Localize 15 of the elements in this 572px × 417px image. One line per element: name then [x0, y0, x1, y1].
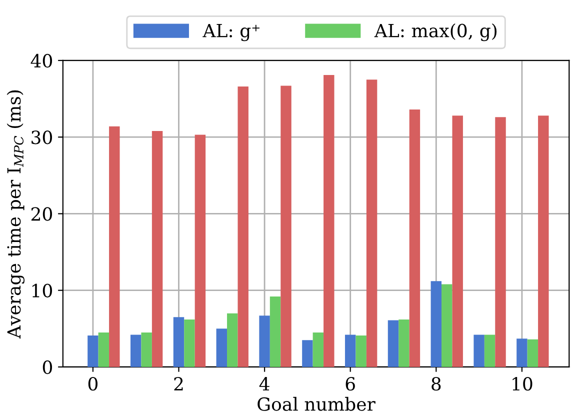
x-tick-label: 2 [174, 377, 183, 390]
y-tick-label: 20 [31, 207, 52, 221]
y-axis-title: Average time per I$_{MPC}$ (ms) [6, 90, 25, 339]
x-axis-title: Goal number [258, 396, 376, 411]
y-tick-label: 40 [30, 54, 52, 68]
x-tick-label: 8 [432, 377, 441, 391]
x-tick-label: 6 [346, 377, 355, 391]
x-tick-label: 10 [512, 377, 532, 391]
x-tick-label: 4 [259, 377, 270, 390]
x-tick-label: 0 [88, 377, 98, 391]
y-tick-label: 10 [32, 284, 52, 298]
legend-label: AL: max(0, g) [374, 23, 497, 42]
legend-label: AL: g⁺ [202, 24, 260, 42]
y-tick-label: 30 [32, 130, 52, 144]
y-tick-label: 0 [42, 360, 52, 374]
